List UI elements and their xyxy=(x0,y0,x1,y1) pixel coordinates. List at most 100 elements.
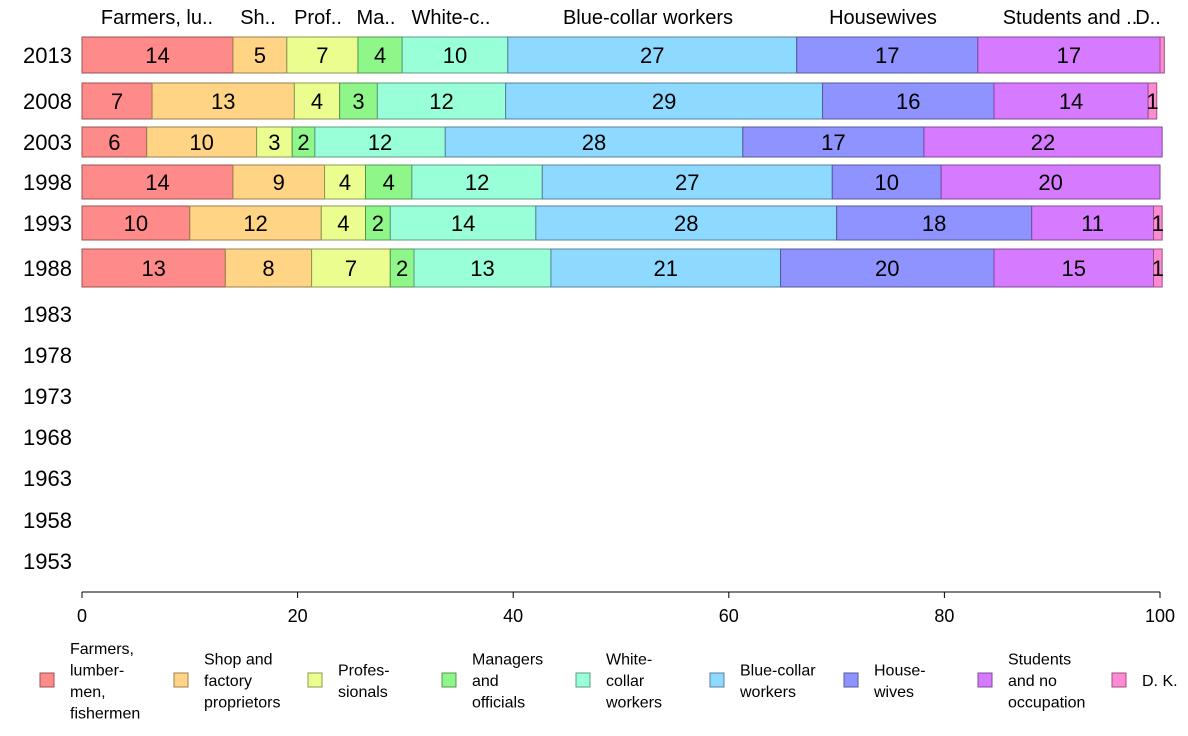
data-label-2003-series-0: 6 xyxy=(108,130,120,155)
legend-label-6: House-wives xyxy=(873,662,926,701)
year-label-1973: 1973 xyxy=(23,384,72,409)
bar-1988-series-1 xyxy=(224,248,313,288)
data-label-1993-series-8: 1 xyxy=(1152,211,1164,236)
legend-item-3: Managers and officials xyxy=(441,652,543,712)
legend-label-3: Managers and officials xyxy=(472,652,543,712)
data-label-2008-series-7: 14 xyxy=(1059,89,1083,114)
x-tick-label-0: 0 xyxy=(77,606,87,626)
legend-item-2: Profes-sionals xyxy=(307,662,390,701)
bar-1998-series-2 xyxy=(324,164,367,200)
bar-2008-series-7 xyxy=(993,82,1149,120)
legend-swatch-1 xyxy=(173,672,189,688)
x-tick-label-100: 100 xyxy=(1145,606,1175,626)
legend-label-0: Farmers, lumber-men, fishermen xyxy=(70,641,140,723)
bar-2013-series-5 xyxy=(507,36,798,74)
legend-label-5: Blue-collar workers xyxy=(739,662,816,701)
legend-label-1: Shop and factory proprietors xyxy=(204,652,280,712)
legend-swatch-8 xyxy=(1111,672,1127,688)
data-label-1988-series-7: 15 xyxy=(1062,256,1086,281)
bar-1998-series-7 xyxy=(940,164,1161,200)
data-label-1988-series-2: 7 xyxy=(345,256,357,281)
data-label-1998-series-6: 10 xyxy=(874,170,898,195)
top-label-8: D.. xyxy=(1135,7,1161,29)
bar-2013-series-6 xyxy=(796,36,979,74)
bar-2008-series-3 xyxy=(339,82,378,120)
bar-2013-series-8 xyxy=(1159,36,1165,74)
year-label-2008: 2008 xyxy=(23,89,72,114)
data-label-2013-series-3: 4 xyxy=(374,43,386,68)
year-label-2013: 2013 xyxy=(23,43,72,68)
data-label-2003-series-6: 17 xyxy=(821,130,845,155)
legend-label-4: White-collar workers xyxy=(605,652,662,712)
year-labels: 2013 2008 2003 1998 1993 1988 1983 1978 1973 1968… xyxy=(23,43,72,574)
legend-item-7: Students and no occupation xyxy=(977,652,1085,712)
data-label-2013-series-0: 14 xyxy=(145,43,169,68)
year-label-1968: 1968 xyxy=(23,425,72,450)
data-label-2003-series-2: 3 xyxy=(268,130,280,155)
bar-1993-series-3 xyxy=(365,205,391,241)
year-label-1983: 1983 xyxy=(23,302,72,327)
legend-label-7: Students and no occupation xyxy=(1008,652,1085,712)
bar-1988-series-6 xyxy=(780,248,995,288)
year-label-1988: 1988 xyxy=(23,256,72,281)
data-label-1988-series-4: 13 xyxy=(470,256,494,281)
data-label-2008-series-3: 3 xyxy=(352,89,364,114)
data-label-1998-series-7: 20 xyxy=(1038,170,1062,195)
data-label-1993-series-2: 4 xyxy=(337,211,349,236)
legend-item-1: Shop and factory proprietors xyxy=(173,652,280,712)
data-label-2013-series-4: 10 xyxy=(443,43,467,68)
data-label-1993-series-1: 12 xyxy=(243,211,267,236)
bar-2013-series-2 xyxy=(286,36,359,74)
data-label-1988-series-6: 20 xyxy=(875,256,899,281)
bar-1988-series-0 xyxy=(81,248,226,288)
top-label-2: Prof.. xyxy=(294,7,342,29)
bar-1993-series-0 xyxy=(81,205,191,241)
data-label-1988-series-0: 13 xyxy=(141,256,165,281)
bar-2008-series-8 xyxy=(1147,82,1158,120)
bar-1993-series-8 xyxy=(1153,205,1163,241)
bar-1998-series-4 xyxy=(411,164,543,200)
legend-swatch-3 xyxy=(441,672,457,688)
bar-2008-series-0 xyxy=(81,82,153,120)
data-label-2008-series-4: 12 xyxy=(429,89,453,114)
bar-1998-series-3 xyxy=(365,164,413,200)
bar-1993-series-7 xyxy=(1031,205,1155,241)
bar-1988-series-5 xyxy=(550,248,782,288)
x-axis: 0 20 40 60 80 100 xyxy=(77,591,1175,626)
legend-item-6: House-wives xyxy=(843,662,926,701)
data-label-2013-series-2: 7 xyxy=(316,43,328,68)
data-label-2008-series-8: 1 xyxy=(1146,89,1158,114)
data-label-1988-series-5: 21 xyxy=(653,256,677,281)
data-label-2013-series-6: 17 xyxy=(875,43,899,68)
bar-2013-series-7 xyxy=(977,36,1161,74)
legend-item-8: D. K. xyxy=(1111,672,1178,690)
bar-2003-series-7 xyxy=(923,126,1163,158)
top-label-6: Housewives xyxy=(829,7,937,29)
legend-item-5: Blue-collar workers xyxy=(709,662,816,701)
top-label-4: White-c.. xyxy=(412,7,491,29)
bar-2013-series-0 xyxy=(81,36,234,74)
data-label-1988-series-8: 1 xyxy=(1152,256,1164,281)
legend-swatch-6 xyxy=(843,672,859,688)
data-label-2008-series-5: 29 xyxy=(652,89,676,114)
top-category-labels: Farmers, lu.. Sh.. Prof.. Ma.. White-c.. Blue… xyxy=(101,7,1161,29)
data-label-2013-series-1: 5 xyxy=(254,43,266,68)
legend-swatch-5 xyxy=(709,672,725,688)
data-label-1993-series-3: 2 xyxy=(372,211,384,236)
x-tick-label-20: 20 xyxy=(288,606,308,626)
legend-label-8: D. K. xyxy=(1142,673,1178,690)
legend-item-4: White-collar workers xyxy=(575,652,662,712)
data-label-1998-series-3: 4 xyxy=(383,170,395,195)
bar-1993-series-5 xyxy=(535,205,838,241)
x-tick-label-40: 40 xyxy=(503,606,523,626)
year-label-1978: 1978 xyxy=(23,343,72,368)
bar-2008-series-4 xyxy=(376,82,507,120)
data-label-2008-series-6: 16 xyxy=(896,89,920,114)
bar-2013-series-1 xyxy=(232,36,288,74)
bar-1998-series-0 xyxy=(81,164,234,200)
x-tick-label-80: 80 xyxy=(934,606,954,626)
data-label-2003-series-3: 2 xyxy=(297,130,309,155)
data-label-1993-series-5: 28 xyxy=(674,211,698,236)
bar-2003-series-6 xyxy=(742,126,925,158)
